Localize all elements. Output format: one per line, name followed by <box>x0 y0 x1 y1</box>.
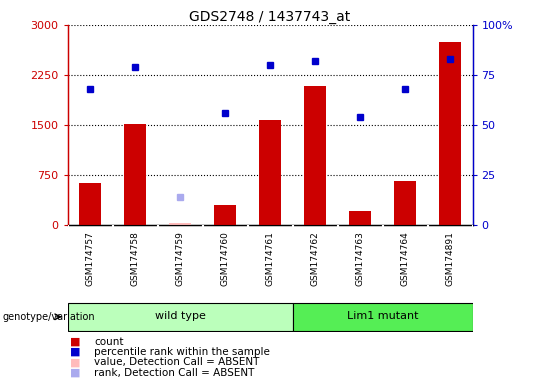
Bar <box>124 124 146 225</box>
Bar <box>214 205 237 225</box>
Bar <box>394 181 416 225</box>
Text: Lim1 mutant: Lim1 mutant <box>347 311 418 321</box>
Bar <box>259 120 281 225</box>
Text: ■: ■ <box>70 358 80 367</box>
Text: GSM174759: GSM174759 <box>176 231 185 286</box>
Text: rank, Detection Call = ABSENT: rank, Detection Call = ABSENT <box>94 368 255 378</box>
Text: ■: ■ <box>70 337 80 347</box>
Bar <box>293 303 472 331</box>
Text: value, Detection Call = ABSENT: value, Detection Call = ABSENT <box>94 358 260 367</box>
Text: GSM174760: GSM174760 <box>220 231 230 286</box>
Text: ■: ■ <box>70 347 80 357</box>
Bar <box>349 211 372 225</box>
Text: count: count <box>94 337 124 347</box>
Bar <box>438 41 461 225</box>
Text: GSM174758: GSM174758 <box>131 231 139 286</box>
Text: GSM174761: GSM174761 <box>266 231 274 286</box>
Text: GSM174891: GSM174891 <box>446 231 455 286</box>
Text: genotype/variation: genotype/variation <box>3 312 96 322</box>
Bar <box>303 86 326 225</box>
Text: GSM174764: GSM174764 <box>401 231 409 286</box>
Text: GSM174757: GSM174757 <box>85 231 94 286</box>
Text: GDS2748 / 1437743_at: GDS2748 / 1437743_at <box>190 10 350 23</box>
Bar <box>79 184 102 225</box>
Text: wild type: wild type <box>154 311 205 321</box>
Text: GSM174762: GSM174762 <box>310 231 320 286</box>
Text: percentile rank within the sample: percentile rank within the sample <box>94 347 271 357</box>
Text: GSM174763: GSM174763 <box>355 231 364 286</box>
Text: ■: ■ <box>70 368 80 378</box>
Bar <box>68 303 293 331</box>
Bar <box>168 223 191 225</box>
